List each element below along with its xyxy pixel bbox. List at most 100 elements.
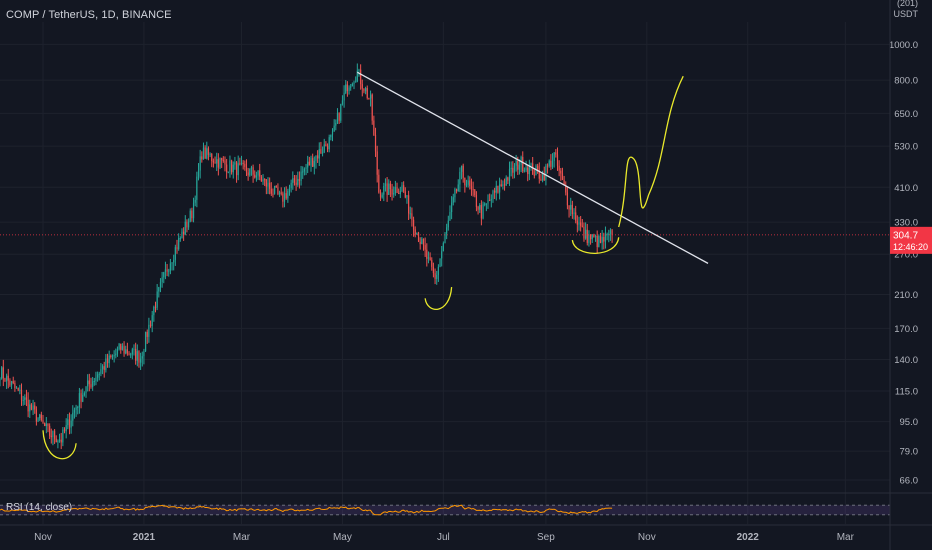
candle-body — [437, 266, 439, 275]
price-axis[interactable]: 1000.0 800.0 650.0 530.0 410.0 330.0 270.0 210.… — [889, 0, 932, 550]
rsi-pane[interactable]: RSI (14, close) — [0, 492, 932, 516]
candle-body — [308, 161, 310, 166]
candle-body — [540, 178, 542, 181]
candle-body — [2, 367, 4, 379]
candle-body — [217, 159, 219, 168]
candle-body — [360, 69, 362, 85]
candle-body — [414, 229, 416, 235]
candle-body — [55, 438, 57, 443]
candle-body — [465, 184, 468, 186]
candle-body — [474, 189, 476, 196]
time-tick-label: 2022 — [737, 532, 760, 543]
candle-body — [355, 81, 357, 83]
candle-body — [446, 227, 448, 234]
candle-body — [472, 189, 474, 191]
candle-body — [447, 220, 449, 228]
candle-body — [399, 190, 401, 195]
candle-body — [523, 170, 526, 172]
price-unit-label: USDT — [894, 9, 919, 19]
candle-body — [505, 177, 507, 186]
time-tick-label: Sep — [537, 532, 555, 543]
candle-body — [431, 260, 433, 267]
candle-body — [345, 84, 347, 93]
candle-body — [393, 192, 395, 195]
candle-body — [503, 184, 506, 186]
candle-body — [297, 178, 299, 185]
candle-body — [247, 172, 249, 176]
candle-body — [118, 343, 120, 350]
candle-body — [609, 230, 612, 234]
candle-body — [477, 206, 479, 210]
candle-body — [212, 160, 215, 163]
candle-body — [421, 238, 423, 245]
candle-body — [538, 170, 540, 179]
candle-body — [186, 221, 188, 228]
projection-curve[interactable] — [618, 75, 684, 228]
price-tick-label: 530.0 — [894, 142, 918, 153]
candle-body — [330, 134, 332, 138]
candle-body — [49, 425, 51, 436]
candle-body — [350, 86, 352, 88]
candle-body — [17, 387, 19, 391]
bottom-arc[interactable] — [571, 237, 620, 254]
candle-body — [97, 374, 99, 378]
price-tick-label: 800.0 — [894, 76, 918, 87]
candle-body — [293, 178, 296, 183]
candle-body — [593, 234, 595, 238]
candle-body — [378, 174, 380, 193]
candle-body — [530, 163, 532, 166]
candle-body — [452, 197, 454, 203]
candle-body — [57, 440, 59, 443]
candle-body — [426, 249, 428, 259]
candle-body — [449, 212, 451, 221]
price-tick-label: 115.0 — [895, 386, 918, 397]
candle-body — [508, 168, 511, 181]
candle-body — [30, 404, 33, 410]
candle-body — [277, 187, 279, 195]
candle-body — [126, 349, 128, 354]
candle-body — [7, 375, 9, 381]
candle-body — [60, 439, 62, 443]
time-tick-label: Nov — [34, 532, 52, 543]
candle-body — [599, 236, 602, 243]
candle-body — [197, 170, 200, 177]
candle-body — [484, 203, 486, 205]
candle-body — [588, 234, 590, 243]
candle-body — [556, 154, 559, 166]
price-scale-label: (201) — [897, 0, 918, 8]
candle-body — [571, 204, 573, 215]
candle-body — [100, 369, 102, 374]
time-axis[interactable]: Nov 2021 Mar May Jul Sep Nov 2022 Mar — [0, 524, 932, 543]
trendline[interactable] — [357, 71, 709, 264]
candle-body — [467, 180, 469, 185]
candle-body — [35, 409, 37, 422]
candle-body — [335, 122, 337, 126]
candle-body — [389, 183, 392, 190]
candle-body — [305, 167, 307, 169]
candle-body — [368, 97, 370, 99]
candle-body — [454, 189, 456, 198]
bottom-arc[interactable] — [42, 430, 77, 460]
candle-body — [202, 147, 205, 160]
candle-body — [528, 165, 530, 175]
candle-body — [436, 274, 438, 279]
candle-body — [255, 175, 258, 178]
candle-body — [594, 236, 597, 238]
time-tick-label: Nov — [638, 532, 656, 543]
candle-body — [482, 204, 484, 219]
candle-body — [239, 163, 241, 165]
drawings[interactable] — [42, 71, 709, 460]
candle-body — [169, 263, 171, 271]
candle-body — [422, 238, 425, 246]
candle-body — [108, 355, 110, 364]
candle-body — [551, 160, 554, 167]
candle-body — [586, 229, 588, 243]
bottom-arc[interactable] — [424, 286, 453, 310]
candle-body — [133, 348, 135, 350]
candle-body — [88, 380, 90, 385]
candle-body — [245, 166, 248, 173]
candle-body — [580, 222, 582, 226]
candle-body — [343, 92, 345, 101]
candle-body — [312, 158, 314, 167]
